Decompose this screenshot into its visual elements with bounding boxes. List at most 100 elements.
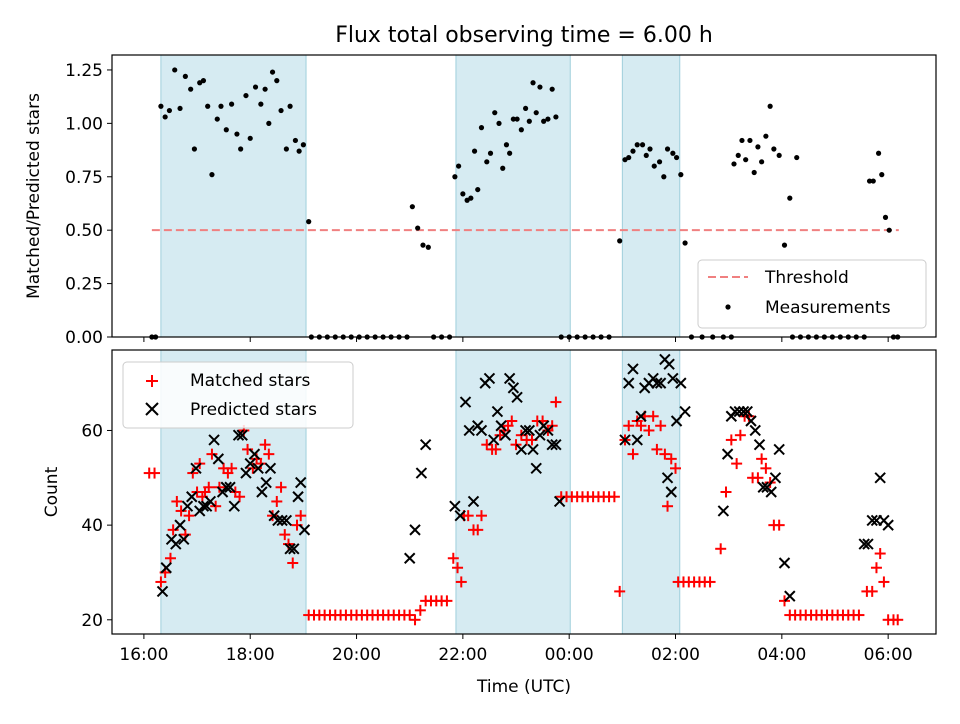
predicted-star-point: [419, 438, 432, 451]
predicted-star-point: [248, 448, 261, 460]
matched-star-point: [255, 458, 267, 470]
predicted-star-point: [511, 391, 523, 404]
matched-star-point: [187, 467, 199, 479]
matched-star-point: [778, 595, 790, 607]
measurement-point: [541, 118, 547, 124]
predicted-star-point: [503, 372, 516, 385]
predicted-star-point: [661, 472, 674, 484]
top-x-ticks: [143, 337, 889, 342]
matched-star-point: [647, 410, 659, 422]
x-tick-label: 04:00: [757, 645, 806, 665]
predicted-star-point: [288, 543, 300, 555]
predicted-star-point: [663, 358, 675, 370]
matched-star-point: [704, 576, 716, 588]
measurement-point: [292, 137, 299, 144]
predicted-star-point: [667, 372, 679, 385]
measurement-point: [747, 137, 753, 144]
predicted-star-point: [654, 377, 667, 389]
predicted-star-point: [882, 519, 894, 531]
matched-star-point: [472, 524, 484, 536]
measurement-point: [247, 135, 253, 141]
predicted-star-point: [483, 372, 496, 385]
predicted-star-point: [491, 405, 504, 418]
matched-star-point: [665, 453, 677, 465]
predicted-star-point: [546, 438, 558, 451]
predicted-star-point: [675, 377, 687, 389]
predicted-star-point: [197, 500, 210, 512]
predicted-star-point: [769, 472, 782, 484]
predicted-legend-swatch: [145, 402, 159, 416]
measurement-point: [751, 169, 757, 176]
predicted-star-point: [670, 415, 683, 427]
matched-star-point: [275, 481, 287, 493]
predicted-star-point: [459, 396, 472, 408]
threshold-legend-label: Threshold: [764, 268, 849, 288]
matched-star-point: [234, 491, 246, 503]
measurement-point: [172, 67, 178, 73]
predicted-star-point: [264, 462, 277, 475]
predicted-star-point: [272, 514, 284, 527]
matched-star-point: [203, 481, 215, 493]
matched-star-point: [490, 443, 502, 455]
measurement-point: [507, 150, 513, 156]
matched-star-point: [715, 543, 727, 555]
matched-star-point: [414, 604, 426, 616]
predicted-star-point: [729, 405, 741, 418]
predicted-star-point: [862, 538, 874, 550]
measurement-point: [182, 73, 188, 79]
measurement-point: [296, 148, 302, 154]
matched-star-point: [167, 524, 179, 536]
matched-star-point: [870, 562, 882, 574]
predicted-star-point: [463, 424, 475, 437]
matched-legend-label: Matched stars: [190, 371, 310, 391]
matched-star-point: [175, 505, 187, 517]
matched-star-point: [171, 495, 183, 507]
predicted-star-point: [170, 538, 182, 550]
matched-star-point: [725, 434, 737, 446]
top-y-tick-label: 0.00: [65, 328, 103, 348]
top-y-tick-label: 1.00: [65, 114, 103, 134]
measurement-point: [870, 178, 876, 184]
measurement-point: [475, 186, 481, 193]
top-y-tick-label: 0.75: [65, 168, 103, 188]
matched-star-point: [155, 576, 167, 588]
measurement-point: [549, 86, 555, 92]
x-tick-label: 18:00: [226, 645, 275, 665]
predicted-star-point: [757, 481, 769, 493]
predicted-star-point: [181, 500, 194, 512]
matched-star-point: [659, 448, 671, 460]
measurement-point: [420, 242, 426, 248]
measurement-point: [487, 150, 494, 156]
matched-star-point: [853, 609, 865, 621]
matched-star-point: [409, 614, 421, 626]
measurement-point: [306, 219, 312, 225]
predicted-star-point: [178, 533, 190, 546]
measurement-point: [471, 148, 478, 154]
measurement-point: [456, 163, 462, 169]
top-axes-frame: [111, 54, 937, 338]
matched-star-point: [455, 576, 467, 588]
predicted-star-point: [244, 457, 256, 470]
matched-star-point: [764, 477, 776, 489]
predicted-star-point: [256, 486, 268, 498]
matched-star-point: [720, 486, 732, 498]
matched-star-point: [773, 519, 785, 531]
top-shaded-interval-0: [160, 54, 307, 338]
measurement-point: [673, 154, 680, 161]
measurement-point: [759, 159, 765, 165]
measurement-point: [886, 227, 892, 233]
measurement-point: [278, 107, 284, 114]
top-y-tick-label: 1.25: [65, 61, 103, 81]
measurement-point: [452, 174, 458, 180]
measurement-point: [682, 240, 688, 246]
top-shaded-interval-2: [621, 54, 681, 338]
predicted-star-point: [721, 448, 734, 460]
matched-star-point: [614, 585, 626, 597]
predicted-star-point: [252, 462, 264, 475]
matched-star-point: [874, 548, 886, 560]
measurement-point: [191, 146, 197, 152]
measurement-point: [200, 78, 207, 84]
predicted-star-point: [631, 434, 643, 446]
measurement-point: [634, 142, 640, 148]
top-legend: Threshold Measurements: [697, 259, 927, 329]
